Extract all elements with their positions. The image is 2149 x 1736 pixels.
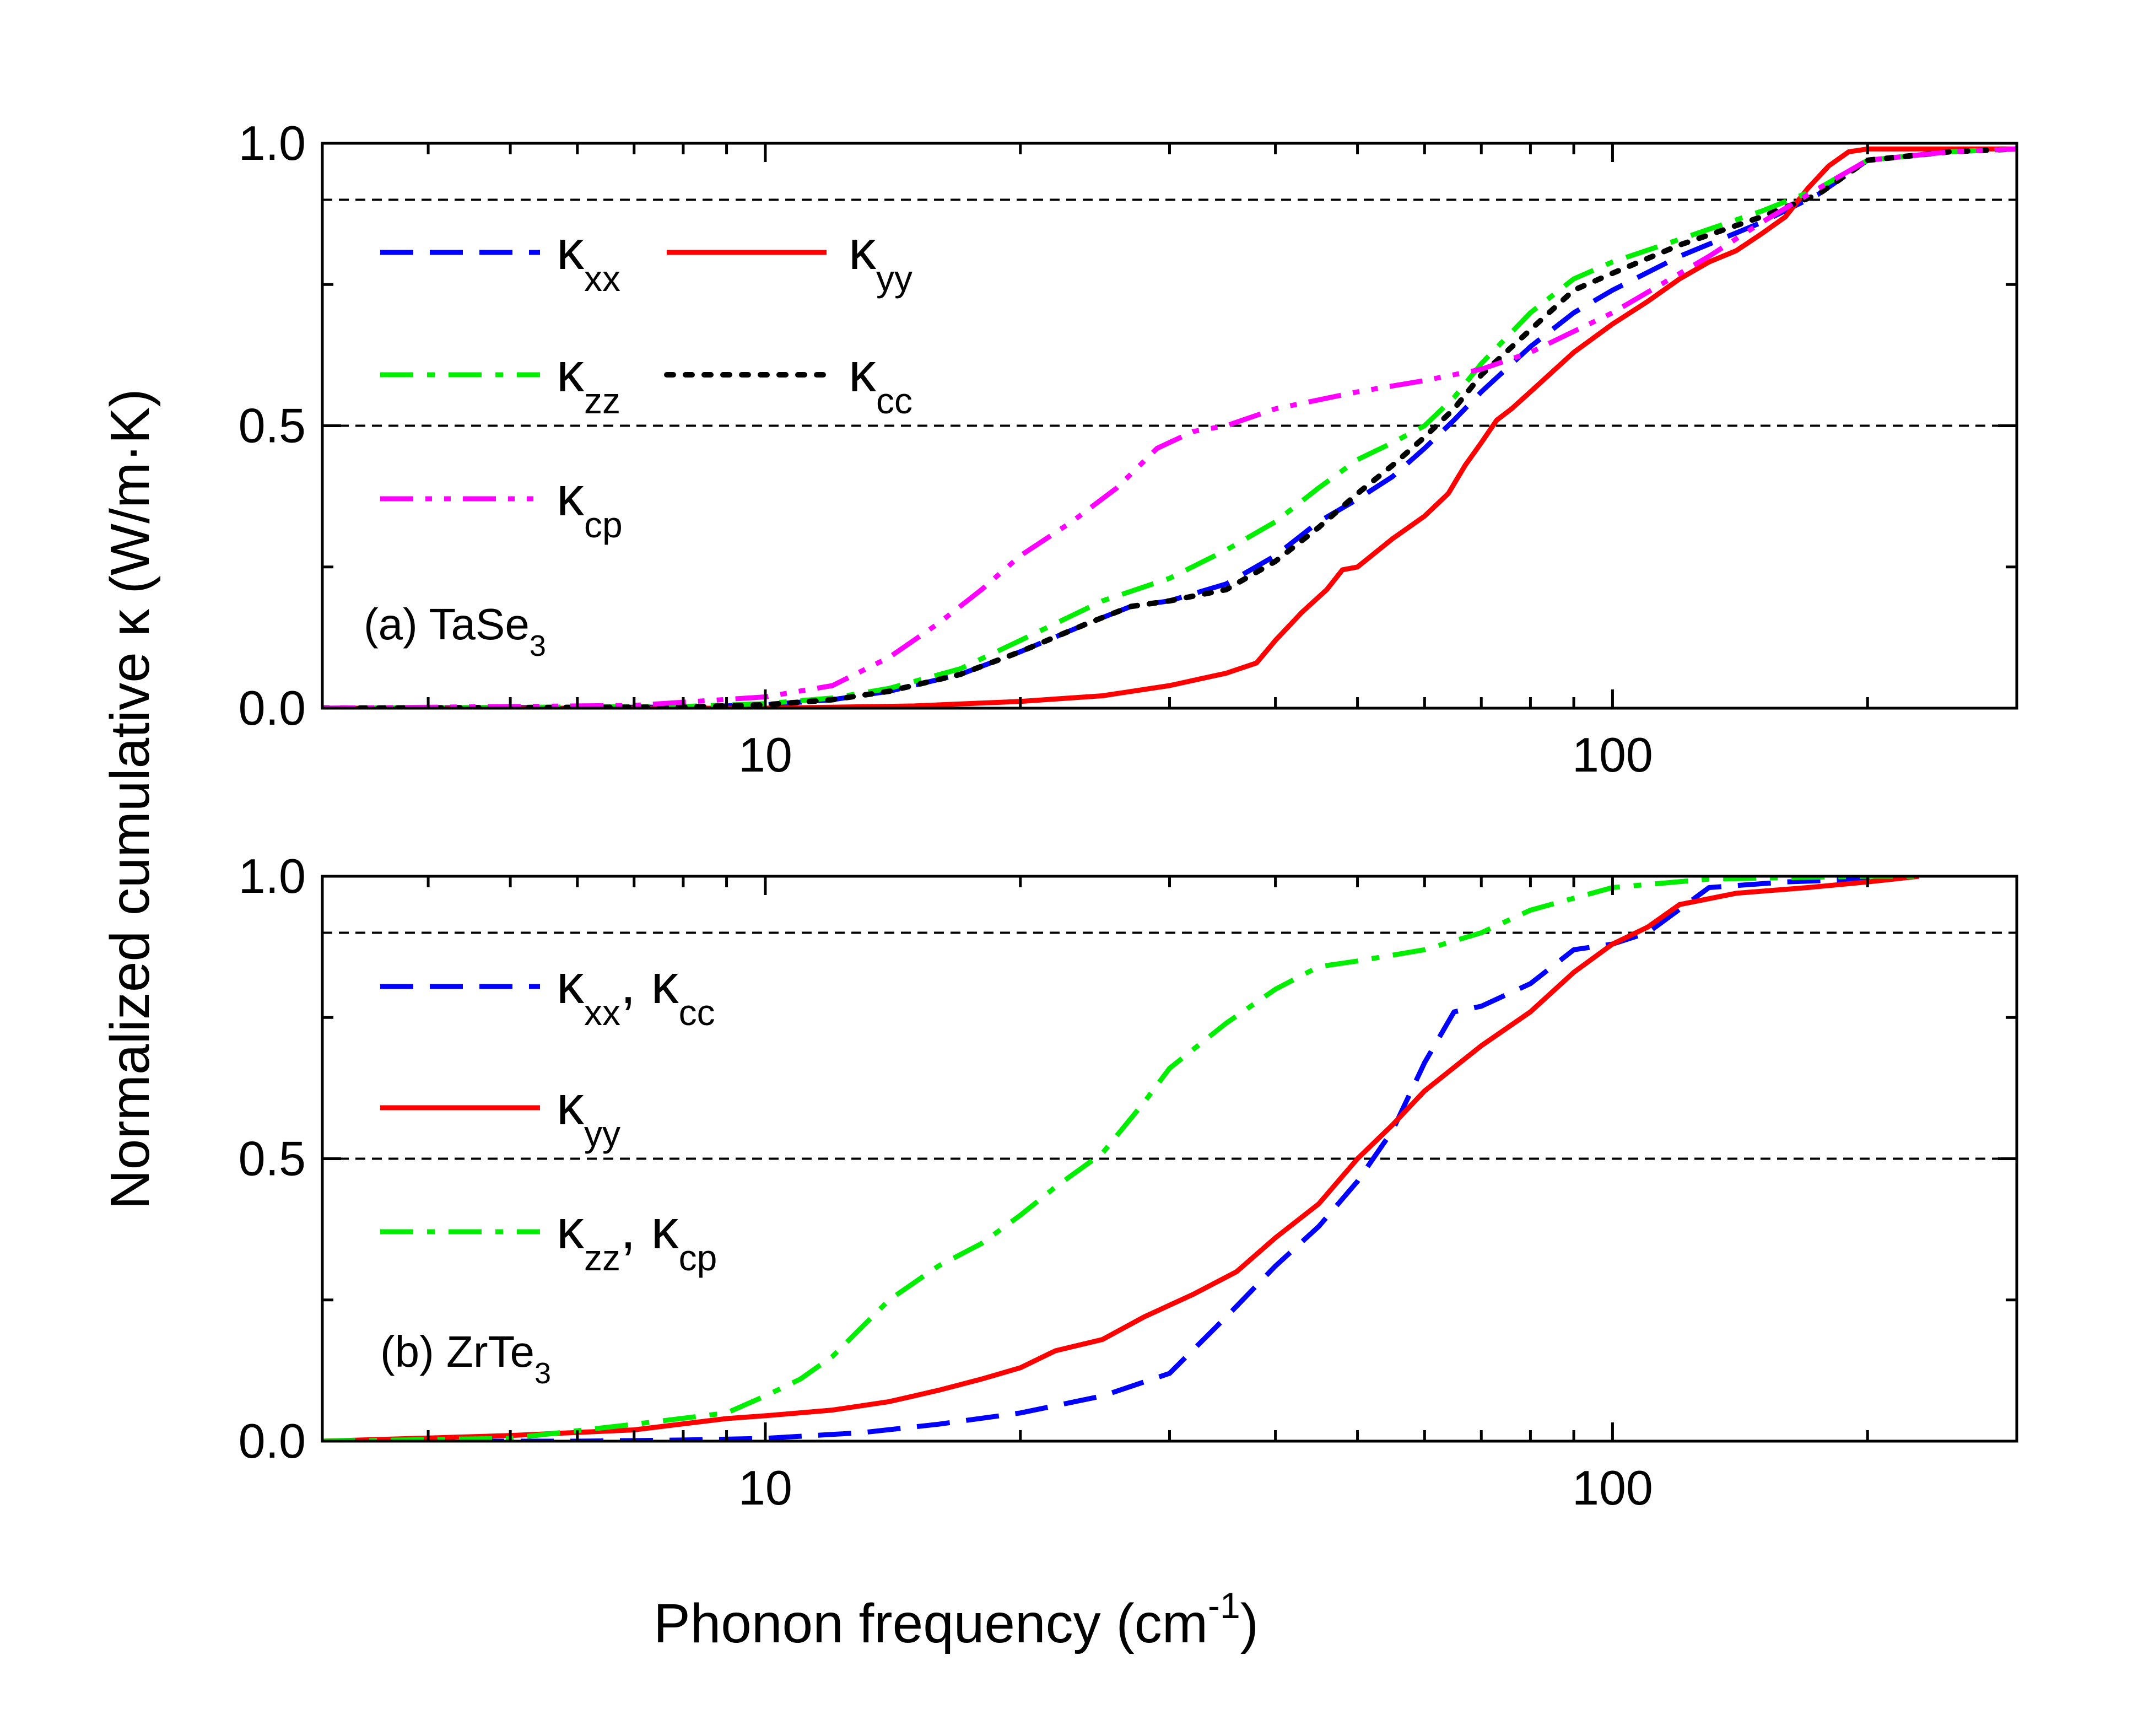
series-group [322, 146, 2017, 708]
y-tick-label: 0.5 [239, 1131, 306, 1186]
legend-separator: , [620, 953, 651, 1015]
series-group [322, 876, 1920, 1441]
legend-subscript: cp [584, 504, 623, 545]
legend-subscript: yy [876, 258, 912, 299]
series-line [322, 876, 1920, 1441]
y-axis-title: Normalized cumulative κ (W/m·K) [99, 389, 161, 1209]
panel-label: (a) TaSe3 [364, 600, 546, 662]
legend-kappa: κ [557, 1199, 585, 1260]
series-line [322, 146, 2017, 708]
legend-entry: κcc [849, 342, 912, 421]
legend-subscript: xx [584, 992, 620, 1033]
y-tick-label: 1.0 [239, 849, 306, 903]
legend-entry: κxx, κcc [557, 953, 715, 1033]
series-line [322, 876, 1919, 1441]
panel-label-subscript: 3 [534, 1357, 551, 1390]
x-axis-title-main: Phonon frequency (cm [654, 1593, 1208, 1654]
legend-subscript: zz [584, 380, 620, 421]
legend-kappa: κ [557, 953, 585, 1015]
legend-entry: κzz [557, 342, 620, 421]
legend-kappa: κ [849, 219, 877, 281]
kappa-symbol: κ [99, 608, 161, 637]
legend-subscript: yy [584, 1113, 620, 1154]
legend-kappa: κ [557, 219, 585, 281]
y-tick-label: 0.0 [239, 681, 306, 735]
x-axis-title-sup: -1 [1208, 1585, 1240, 1626]
legend-entry: κxx [557, 219, 620, 299]
panel-label-subscript: 3 [530, 629, 546, 662]
legend-kappa: κ [651, 1199, 679, 1260]
legend-kappa: κ [557, 1075, 585, 1136]
x-axis-title: Phonon frequency (cm-1) [654, 1585, 1259, 1654]
legend-separator: , [620, 1199, 651, 1260]
panel-label-text: (b) ZrTe [380, 1327, 534, 1376]
x-tick-label: 100 [1572, 1460, 1653, 1515]
legend-entry: κzz, κcp [557, 1199, 717, 1278]
x-axis-title-end: ) [1240, 1593, 1259, 1654]
y-axis-title-units: (W/m·K) [99, 389, 161, 609]
legend-kappa: κ [651, 953, 679, 1015]
x-tick-label: 100 [1572, 727, 1653, 782]
legend-subscript: cp [679, 1237, 717, 1278]
legend-entry: κyy [557, 1075, 620, 1154]
legend-subscript: cc [876, 380, 912, 421]
legend-subscript: cc [679, 992, 715, 1033]
panel-label-text: (a) TaSe [364, 600, 530, 649]
legend-subscript: zz [584, 1237, 620, 1278]
y-tick-label: 0.5 [239, 398, 306, 453]
panel-label: (b) ZrTe3 [380, 1327, 551, 1390]
series-line [322, 146, 2017, 708]
x-tick-label: 10 [738, 727, 792, 782]
legend-kappa: κ [849, 342, 877, 403]
y-axis-title-pre: Normalized cumulative [99, 637, 161, 1209]
series-line [322, 146, 2017, 708]
series-line [322, 876, 1919, 1441]
legend-subscript: xx [584, 258, 620, 299]
legend-kappa: κ [557, 342, 585, 403]
y-tick-label: 0.0 [239, 1414, 306, 1468]
x-tick-label: 10 [738, 1460, 792, 1515]
legend-kappa: κ [557, 466, 585, 527]
legend-entry: κyy [849, 219, 912, 299]
y-tick-label: 1.0 [239, 116, 306, 170]
series-line [322, 146, 2017, 708]
legend-entry: κcp [557, 466, 623, 545]
